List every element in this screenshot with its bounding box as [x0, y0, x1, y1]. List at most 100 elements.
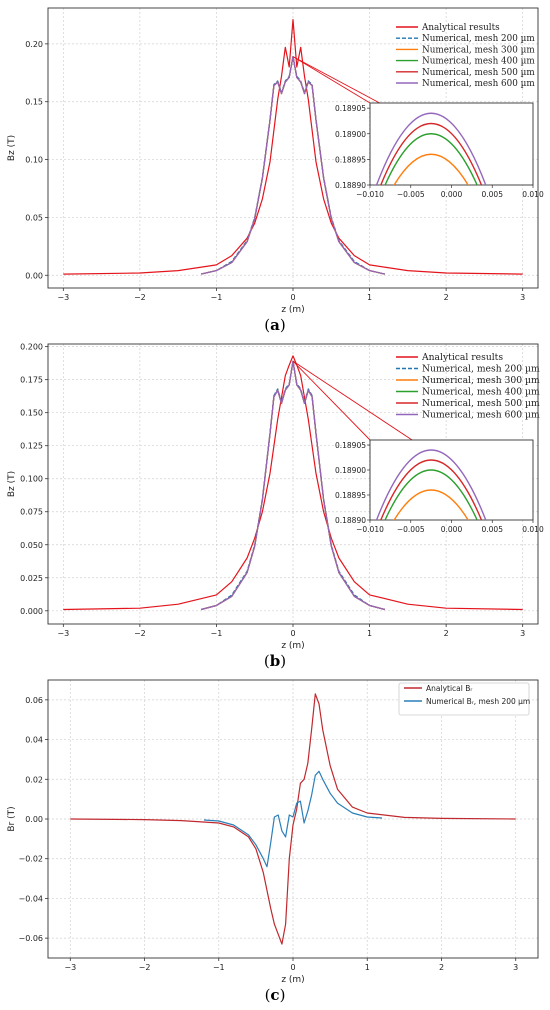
y-tick-label: 0.15 — [25, 98, 43, 107]
x-tick-label: 2 — [444, 293, 449, 302]
inset-curve-1 — [384, 469, 478, 520]
x-axis-label: z (m) — [281, 975, 304, 985]
x-axis-label: z (m) — [281, 641, 304, 651]
x-tick-label: −2 — [139, 963, 151, 972]
x-tick-label: 0 — [290, 293, 295, 302]
x-tick-label: −3 — [57, 293, 69, 302]
y-axis-label: Br (T) — [7, 806, 17, 831]
legend-label-3: Numerical, mesh 400 µm — [422, 57, 535, 67]
y-tick-label: 0.100 — [20, 475, 43, 484]
y-tick-label: −0.02 — [18, 855, 43, 864]
inset-y-tick-label: 0.18890 — [335, 181, 366, 190]
inset-x-tick-label: 0.000 — [441, 525, 463, 534]
y-tick-label: 0.00 — [25, 271, 43, 280]
legend-label-5: Numerical, mesh 600 µm — [422, 410, 540, 421]
inset-x-tick-label: 0.005 — [482, 190, 504, 199]
legend-label-1: Numerical, mesh 200 µm — [422, 364, 540, 375]
y-tick-label: 0.000 — [20, 607, 43, 616]
y-tick-label: 0.175 — [20, 376, 43, 385]
inset-curve-2 — [380, 459, 483, 520]
x-tick-label: −1 — [213, 963, 225, 972]
x-tick-label: −2 — [134, 293, 146, 302]
zoom-connector — [292, 360, 371, 441]
series-line-0 — [63, 355, 523, 611]
x-tick-label: 3 — [513, 963, 518, 972]
x-tick-label: −2 — [134, 629, 146, 638]
x-tick-label: −1 — [211, 629, 223, 638]
y-tick-label: 0.02 — [25, 775, 43, 784]
legend-label-1: Numerical, mesh 200 µm — [422, 34, 535, 44]
y-tick-label: 0.075 — [20, 508, 43, 517]
inset-curve-2 — [380, 122, 483, 185]
y-tick-label: 0.04 — [25, 736, 43, 745]
chart-panel-b: −3 −2 −1 0 1 2 3 0.000 0.025 0.050 0.075 0.100 0.125… — [7, 343, 544, 651]
inset-y-tick-label: 0.18895 — [335, 491, 366, 500]
inset-x-tick-label: 0.005 — [482, 525, 504, 534]
x-tick-label: 2 — [439, 963, 444, 972]
inset-x-tick-label: 0.010 — [522, 525, 544, 534]
y-tick-label: 0.025 — [20, 574, 43, 583]
caption-b: (b) — [263, 652, 287, 670]
zoom-connector — [292, 56, 371, 104]
legend-label-0: Analytical results — [421, 352, 503, 363]
y-tick-label: 0.125 — [20, 442, 43, 451]
inset-y-tick-label: 0.18890 — [335, 516, 366, 525]
legend-label-5: Numerical, mesh 600 µm — [422, 79, 535, 89]
inset-x-tick-label: 0.010 — [522, 190, 544, 199]
inset-x-tick-label: −0.005 — [397, 190, 425, 199]
legend-label-4: Numerical, mesh 500 µm — [422, 68, 535, 78]
y-tick-label: 0.06 — [25, 696, 43, 705]
y-axis-label: Bz (T) — [7, 471, 17, 497]
series-line-0 — [63, 19, 523, 275]
y-tick-label: 0.150 — [20, 409, 43, 418]
inset-x-tick-label: −0.005 — [397, 525, 425, 534]
y-tick-label: 0.050 — [20, 541, 43, 550]
inset-curve-0 — [393, 489, 469, 520]
x-tick-label: −1 — [211, 293, 223, 302]
legend-label-0: Analytical results — [421, 23, 500, 33]
x-axis-label: z (m) — [281, 305, 304, 315]
inset-curve-0 — [393, 153, 469, 185]
chart-panel-c: −3 −2 −1 0 1 2 3 −0.06 −0.04 −0.02 0.00 0.02 0.04 0.0… — [7, 679, 539, 985]
chart-panel-a: −3 −2 −1 0 1 2 3 0.00 0.05 0.10 0.15 0.20 z (m) Bz (T… — [7, 7, 544, 315]
legend-label-0: Analytical Bᵣ — [426, 684, 472, 693]
inset-x-tick-label: −0.010 — [356, 190, 384, 199]
series-line-1 — [203, 770, 383, 868]
x-tick-label: 0 — [290, 629, 295, 638]
y-tick-label: 0.200 — [20, 343, 43, 352]
y-tick-label: 0.20 — [25, 40, 43, 49]
legend-label-1: Numerical Bᵣ, mesh 200 µm — [426, 697, 530, 706]
y-tick-label: −0.04 — [18, 894, 43, 903]
x-tick-label: 1 — [365, 963, 370, 972]
caption-c: (c) — [264, 986, 286, 1004]
x-tick-label: 1 — [367, 293, 372, 302]
legend-label-2: Numerical, mesh 300 µm — [422, 45, 535, 55]
inset-y-tick-label: 0.18905 — [335, 441, 366, 450]
inset-y-tick-label: 0.18900 — [335, 466, 366, 475]
y-tick-label: 0.05 — [25, 213, 43, 222]
x-tick-label: −3 — [57, 629, 69, 638]
x-tick-label: 3 — [520, 629, 525, 638]
x-tick-label: 3 — [520, 293, 525, 302]
y-axis-label: Bz (T) — [7, 135, 17, 161]
inset-y-tick-label: 0.18900 — [335, 130, 366, 139]
y-tick-label: 0.10 — [25, 156, 43, 165]
inset-x-tick-label: −0.010 — [356, 525, 384, 534]
x-tick-label: 2 — [444, 629, 449, 638]
inset-x-tick-label: 0.000 — [441, 190, 463, 199]
legend-frame — [398, 682, 530, 716]
inset-curve-3 — [375, 112, 487, 185]
x-tick-label: 1 — [367, 629, 372, 638]
legend-label-3: Numerical, mesh 400 µm — [422, 387, 540, 398]
x-tick-label: −3 — [64, 963, 76, 972]
legend-label-2: Numerical, mesh 300 µm — [422, 375, 540, 386]
inset-curve-3 — [375, 449, 487, 520]
x-tick-label: 0 — [290, 963, 295, 972]
legend-label-4: Numerical, mesh 500 µm — [422, 398, 540, 409]
y-tick-label: 0.00 — [25, 815, 43, 824]
caption-a: (a) — [264, 316, 286, 334]
inset-y-tick-label: 0.18905 — [335, 104, 366, 113]
y-tick-label: −0.06 — [18, 934, 43, 943]
series-line-0 — [70, 693, 516, 945]
